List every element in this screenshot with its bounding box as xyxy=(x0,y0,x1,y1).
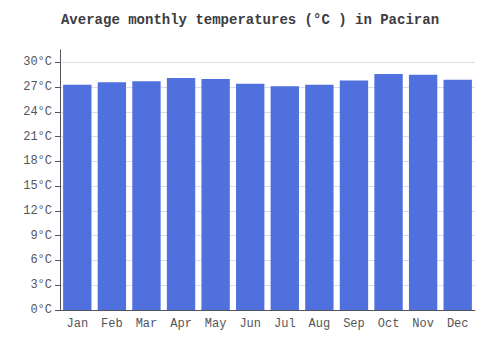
svg-text:0°C: 0°C xyxy=(30,303,52,317)
svg-text:Average monthly temperatures (: Average monthly temperatures (°C ) in Pa… xyxy=(61,12,439,28)
svg-text:Mar: Mar xyxy=(136,317,158,331)
svg-text:Sep: Sep xyxy=(343,317,365,331)
svg-text:3°C: 3°C xyxy=(30,278,52,292)
svg-text:Dec: Dec xyxy=(447,317,469,331)
svg-text:6°C: 6°C xyxy=(30,253,52,267)
svg-text:30°C: 30°C xyxy=(23,55,52,69)
svg-text:15°C: 15°C xyxy=(23,179,52,193)
svg-text:Nov: Nov xyxy=(412,317,434,331)
svg-text:Jun: Jun xyxy=(239,317,261,331)
svg-text:Oct: Oct xyxy=(378,317,400,331)
svg-text:24°C: 24°C xyxy=(23,105,52,119)
svg-text:27°C: 27°C xyxy=(23,80,52,94)
svg-text:Apr: Apr xyxy=(170,317,192,331)
svg-text:9°C: 9°C xyxy=(30,229,52,243)
svg-text:Aug: Aug xyxy=(309,317,331,331)
svg-text:May: May xyxy=(205,317,227,331)
svg-text:12°C: 12°C xyxy=(23,204,52,218)
svg-text:Jul: Jul xyxy=(274,317,296,331)
svg-text:Jan: Jan xyxy=(66,317,88,331)
svg-text:Feb: Feb xyxy=(101,317,123,331)
svg-text:21°C: 21°C xyxy=(23,130,52,144)
svg-text:18°C: 18°C xyxy=(23,154,52,168)
